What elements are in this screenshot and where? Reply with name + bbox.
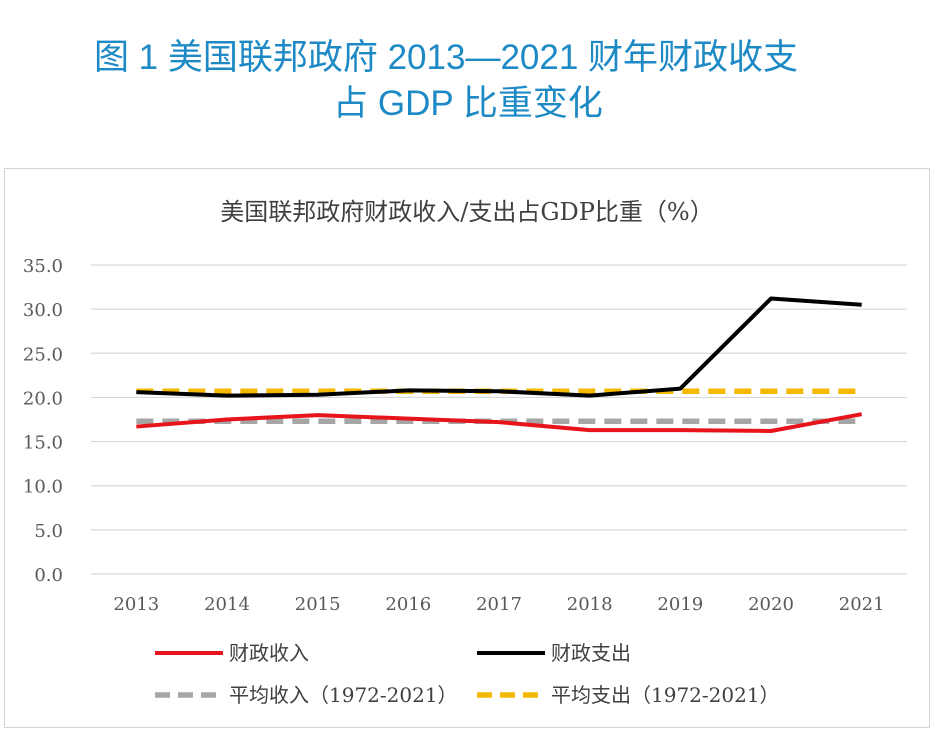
x-tick-label: 2014 xyxy=(204,594,250,615)
chart-title: 美国联邦政府财政收入/支出占GDP比重（%） xyxy=(220,198,713,226)
x-tick-label: 2016 xyxy=(385,594,431,615)
x-tick-label: 2017 xyxy=(476,594,522,615)
series-line xyxy=(136,296,862,398)
y-tick-label: 20.0 xyxy=(23,388,63,409)
y-tick-label: 25.0 xyxy=(23,344,63,365)
x-tick-label: 2015 xyxy=(295,594,341,615)
legend-label: 财政收入 xyxy=(229,641,309,665)
figure-title: 图 1 美国联邦政府 2013—2021 财年财政收支 xyxy=(93,38,799,77)
legend-label: 财政支出 xyxy=(551,641,631,665)
figure-title-line2: 占 GDP 比重变化 xyxy=(333,84,603,123)
y-tick-label: 10.0 xyxy=(23,477,63,498)
y-tick-label: 0.0 xyxy=(34,565,63,586)
x-tick-label: 2013 xyxy=(113,594,159,615)
y-tick-label: 35.0 xyxy=(23,256,63,277)
y-tick-label: 30.0 xyxy=(23,300,63,321)
y-tick-label: 15.0 xyxy=(23,433,63,454)
x-tick-label: 2018 xyxy=(567,594,613,615)
y-axis-tick-labels: 0.0 5.0 10.0 15.0 20.0 25.0 30.0 35.0 xyxy=(23,256,63,586)
x-tick-label: 2019 xyxy=(657,594,703,615)
x-tick-label: 2021 xyxy=(839,594,885,615)
series-lines xyxy=(136,296,863,433)
legend-label: 平均支出（1972-2021） xyxy=(551,683,780,707)
x-axis-tick-labels: 2013 2014 2015 2016 2017 2018 2019 2020 2021 xyxy=(113,594,884,615)
y-tick-label: 5.0 xyxy=(34,521,63,542)
chart-area: 美国联邦政府财政收入/支出占GDP比重（%） 0.0 5.0 10.0 15.0 20.… xyxy=(4,168,930,728)
line-chart: 美国联邦政府财政收入/支出占GDP比重（%） 0.0 5.0 10.0 15.0 20.… xyxy=(23,198,907,707)
x-tick-label: 2020 xyxy=(748,594,794,615)
legend-label: 平均收入（1972-2021） xyxy=(229,683,458,707)
series-line xyxy=(136,412,863,433)
